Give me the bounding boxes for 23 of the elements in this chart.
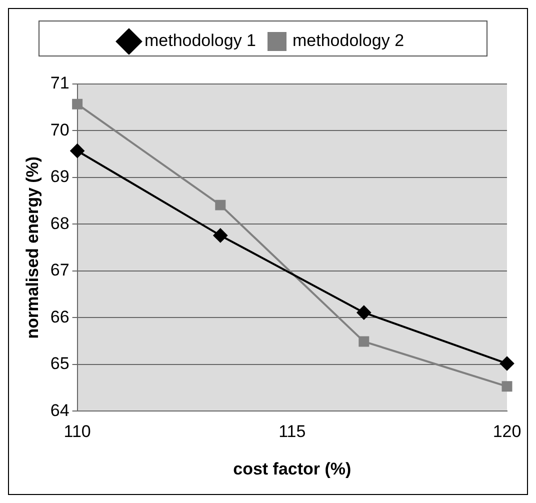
y-tick-label: 70 [50,120,70,140]
y-tick-label: 66 [50,307,70,326]
y-axis-title: normalised energy (%) [22,156,42,339]
x-tick-label: 115 [278,422,306,442]
x-tick-label: 120 [492,422,522,442]
legend-label: methodology 1 [144,31,256,50]
y-tick-label: 65 [50,354,70,374]
point [502,381,512,392]
point [70,144,84,158]
point [213,228,228,242]
x-axis-title: cost factor (%) [233,459,352,478]
y-tick-label: 67 [50,260,70,280]
point [356,306,371,320]
y-tick-label: 71 [50,74,70,93]
point [72,98,83,110]
y-tick-label: 68 [50,214,70,233]
legend-label: methodology 2 [292,31,404,50]
point [215,200,226,210]
point [358,336,370,347]
x-tick-label: 110 [64,422,91,442]
y-tick-label: 64 [50,400,70,420]
y-tick-label: 69 [50,167,70,186]
point [500,356,514,371]
